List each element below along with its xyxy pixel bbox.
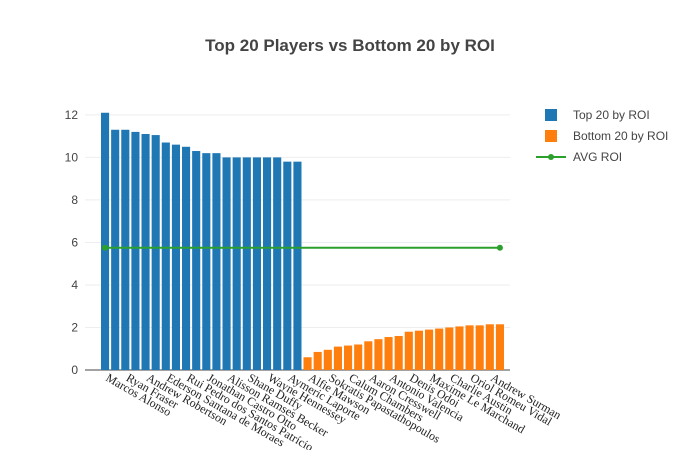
bar — [394, 335, 403, 370]
avg-marker — [496, 244, 503, 251]
bar — [465, 325, 474, 370]
bar — [364, 341, 373, 370]
y-tick-label: 12 — [65, 108, 79, 122]
bar — [263, 157, 272, 370]
bar — [283, 161, 292, 370]
bar — [252, 157, 261, 370]
legend-label: AVG ROI — [573, 150, 622, 164]
bar — [111, 129, 120, 370]
bar — [222, 157, 231, 370]
legend-label: Bottom 20 by ROI — [573, 129, 668, 143]
bar — [333, 346, 342, 370]
bar — [232, 157, 241, 370]
y-tick-label: 0 — [71, 363, 78, 377]
bar — [404, 331, 413, 370]
bar — [121, 129, 130, 370]
bar — [101, 112, 110, 370]
legend-swatch — [545, 109, 557, 121]
bar — [414, 330, 423, 370]
y-tick-label: 2 — [71, 320, 78, 334]
bar — [273, 157, 282, 370]
bar — [495, 324, 504, 370]
bar — [455, 326, 464, 370]
bar — [182, 146, 191, 370]
bar — [242, 157, 251, 370]
bar — [344, 345, 353, 370]
legend-swatch — [545, 130, 557, 142]
y-tick-label: 10 — [65, 150, 79, 164]
bar — [374, 339, 383, 370]
avg-marker — [102, 244, 109, 251]
bar — [323, 349, 332, 370]
bar — [485, 324, 494, 370]
bar — [435, 328, 444, 370]
bar — [141, 134, 150, 370]
bar — [303, 357, 312, 370]
bar — [475, 325, 484, 370]
y-tick-label: 4 — [71, 278, 78, 292]
bar — [293, 161, 302, 370]
bar — [354, 344, 363, 370]
y-tick-label: 6 — [71, 235, 78, 249]
bar — [192, 151, 201, 370]
bar — [313, 351, 322, 370]
bar — [384, 337, 393, 370]
bar — [161, 142, 170, 370]
bar — [131, 131, 140, 370]
chart-title: Top 20 Players vs Bottom 20 by ROI — [205, 36, 495, 55]
bar — [151, 135, 160, 370]
legend-label: Top 20 by ROI — [573, 108, 650, 122]
bar — [171, 144, 180, 370]
bar — [445, 327, 454, 370]
bar — [202, 153, 211, 370]
bar — [425, 329, 434, 370]
y-tick-label: 8 — [71, 193, 78, 207]
bar — [212, 153, 221, 370]
legend-swatch — [548, 154, 554, 160]
